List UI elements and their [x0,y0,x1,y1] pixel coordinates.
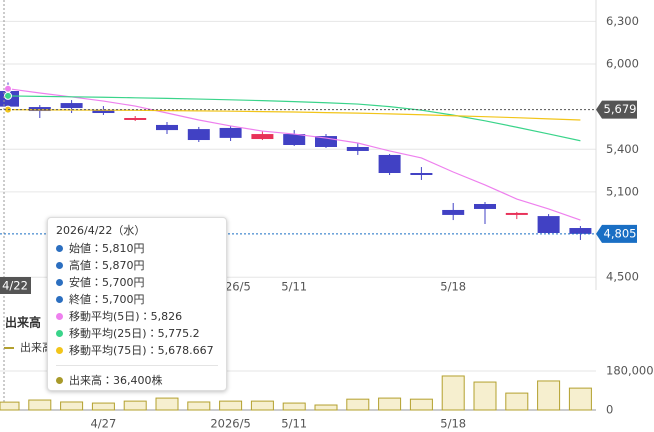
candle-body [251,134,274,140]
y-tick-label: 6,300 [606,14,639,28]
tooltip-row: 安値：5,700円 [56,274,218,291]
x-tick-label: 5/11 [281,417,307,431]
volume-bar [409,398,433,411]
tooltip-dot [56,347,63,354]
tooltip-row: 移動平均(25日)：5,775.2 [56,325,218,342]
tooltip: 2026/4/22（水） 始値：5,810円 高値：5,870円 安値：5,700円… [47,217,227,391]
volume-bar [60,401,84,411]
tooltip-row: 移動平均(75日)：5,678.667 [56,342,218,359]
volume-bar [0,401,20,411]
crosshair-tag [0,277,31,294]
tooltip-row: 始値：5,810円 [56,240,218,257]
volume-bar [441,375,465,411]
tooltip-text: 移動平均(25日)：5,775.2 [69,327,200,340]
price-label: 5,679 [604,102,637,116]
price-label: 4,805 [604,226,637,240]
candle-body [410,173,433,175]
price-label-box [596,100,637,119]
volume-bar [155,397,179,411]
tooltip-dot [56,245,63,252]
volume-bar [282,402,306,411]
crosshair-point [4,91,12,100]
tooltip-text: 移動平均(75日)：5,678.667 [69,344,214,357]
tooltip-date: 2026/4/22（水） [56,224,146,237]
candle-body [124,117,147,120]
volume-bar [378,397,402,411]
tooltip-text: 終値：5,700円 [69,293,145,306]
tooltip-dot [56,313,63,320]
tooltip-dot [56,330,63,337]
tooltip-row: 移動平均(5日)：5,826 [56,308,218,325]
tooltip-row: 高値：5,870円 [56,257,218,274]
candle-body [219,127,242,138]
tooltip-text: 安値：5,700円 [69,276,145,289]
tooltip-text: 始値：5,810円 [69,242,145,255]
ma-line [7,109,581,121]
ma-line [7,95,581,142]
tooltip-text: 高値：5,870円 [69,259,145,272]
x-tick-label: 2026/5 [210,417,250,431]
y-tick-label: 6,000 [606,56,639,70]
x-tick-label: 5/11 [281,280,307,294]
price-label-box [596,224,637,243]
candle-body [474,203,496,209]
tooltip-row: 出来高：36,400株 [56,365,218,389]
ma-line [7,88,581,221]
candle-body [28,107,51,112]
volume-bar [314,404,338,411]
volume-bar [28,399,52,411]
crosshair-label: 4/22 [2,279,28,293]
volume-bar [123,400,147,411]
candle-body [187,129,210,141]
y-tick-label: 180,000 [606,364,654,378]
y-tick-label: 0 [606,403,613,417]
x-tick-label: 5/18 [440,417,466,431]
tooltip-dot [56,377,63,384]
volume-bar [187,401,211,411]
tooltip-text: 出来高：36,400株 [69,374,163,387]
volume-bar [219,400,243,411]
volume-bar [91,402,115,411]
tooltip-rows: 始値：5,810円 高値：5,870円 安値：5,700円 終値：5,700円移動平均… [56,240,218,359]
volume-bar [537,380,561,411]
tooltip-text: 移動平均(5日)：5,826 [69,310,183,323]
candle-body [92,110,115,114]
candle-body [569,228,592,234]
candle-body [537,216,560,233]
candle-body [283,134,306,145]
candle-body [505,212,528,215]
tooltip-dot [56,296,63,303]
candle-body [156,124,178,131]
volume-bar [250,400,274,411]
candle-body [442,209,465,215]
crosshair-point [4,84,12,93]
volume-bar [346,398,370,411]
volume-title: 出来高 [5,315,41,330]
y-tick-label: 5,100 [606,184,639,198]
legend-label: 出来高 [20,340,53,354]
tooltip-dot [56,279,63,286]
candle-body [315,136,337,147]
y-tick-label: 4,500 [606,270,639,284]
y-tick-label: 5,400 [606,142,639,156]
x-tick-label: 4/27 [90,417,116,431]
tooltip-dot [56,262,63,269]
tooltip-row: 終値：5,700円 [56,291,218,308]
candle-body [378,154,401,174]
volume-bar [568,387,592,411]
volume-bar [505,392,529,411]
volume-bar [473,381,497,411]
candle-body [346,146,369,151]
x-tick-label: 5/18 [440,280,466,294]
candle-body [60,103,83,109]
